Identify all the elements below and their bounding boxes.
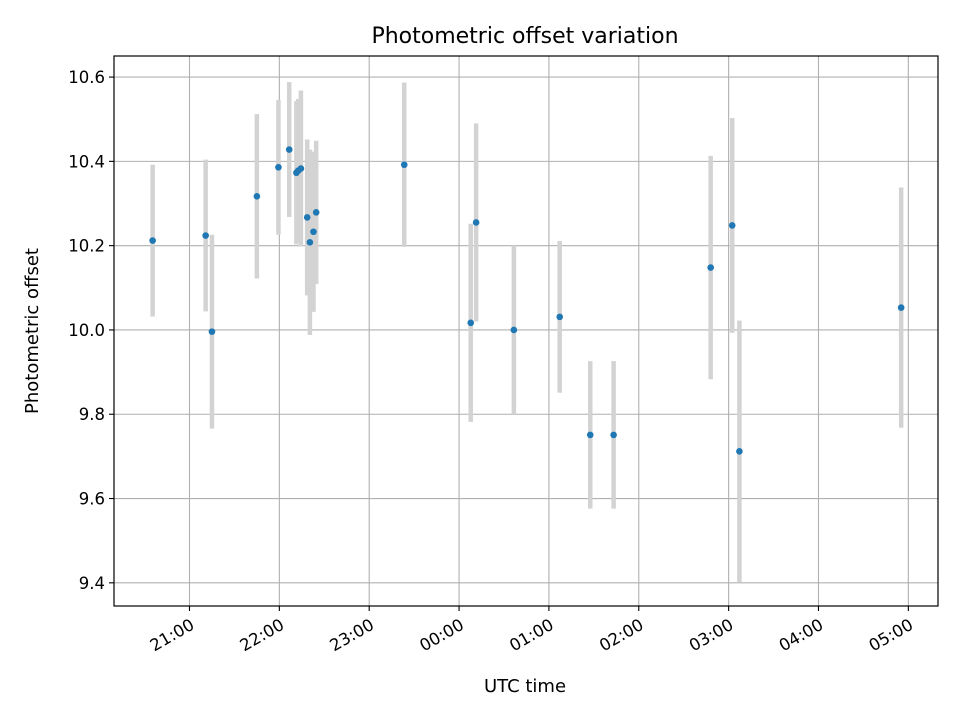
data-point [510, 326, 518, 334]
x-axis-label: UTC time [484, 676, 566, 697]
data-point [472, 219, 480, 226]
y-tick-label: 10.2 [68, 237, 105, 256]
data-point [586, 431, 594, 439]
data-point [306, 238, 314, 246]
data-point [467, 319, 475, 327]
data-point [736, 448, 743, 455]
y-tick-label: 10.6 [68, 68, 105, 87]
data-point [253, 193, 261, 200]
data-point [303, 214, 311, 221]
data-point [285, 146, 293, 153]
data-point [275, 163, 282, 171]
data-point [297, 165, 305, 172]
data-point [707, 264, 714, 271]
data-point [208, 328, 216, 335]
data-point [312, 209, 320, 216]
y-tick-label: 10.0 [68, 321, 105, 340]
data-point [310, 228, 317, 236]
y-tick-label: 10.4 [68, 152, 105, 171]
y-tick-label: 9.6 [79, 490, 105, 509]
grid [114, 56, 938, 606]
y-axis-label: Photometric offset [22, 248, 43, 414]
data-point [556, 313, 563, 321]
chart-title: Photometric offset variation [371, 24, 678, 49]
y-tick-label: 9.4 [79, 574, 105, 593]
data-point [400, 161, 408, 169]
plot-frame [113, 55, 939, 607]
data-point [202, 232, 209, 239]
data-point [897, 304, 905, 311]
data-point [728, 222, 736, 229]
data-points [149, 146, 905, 455]
data-point [610, 431, 617, 439]
y-tick-label: 9.8 [79, 405, 105, 424]
data-point [149, 237, 156, 244]
